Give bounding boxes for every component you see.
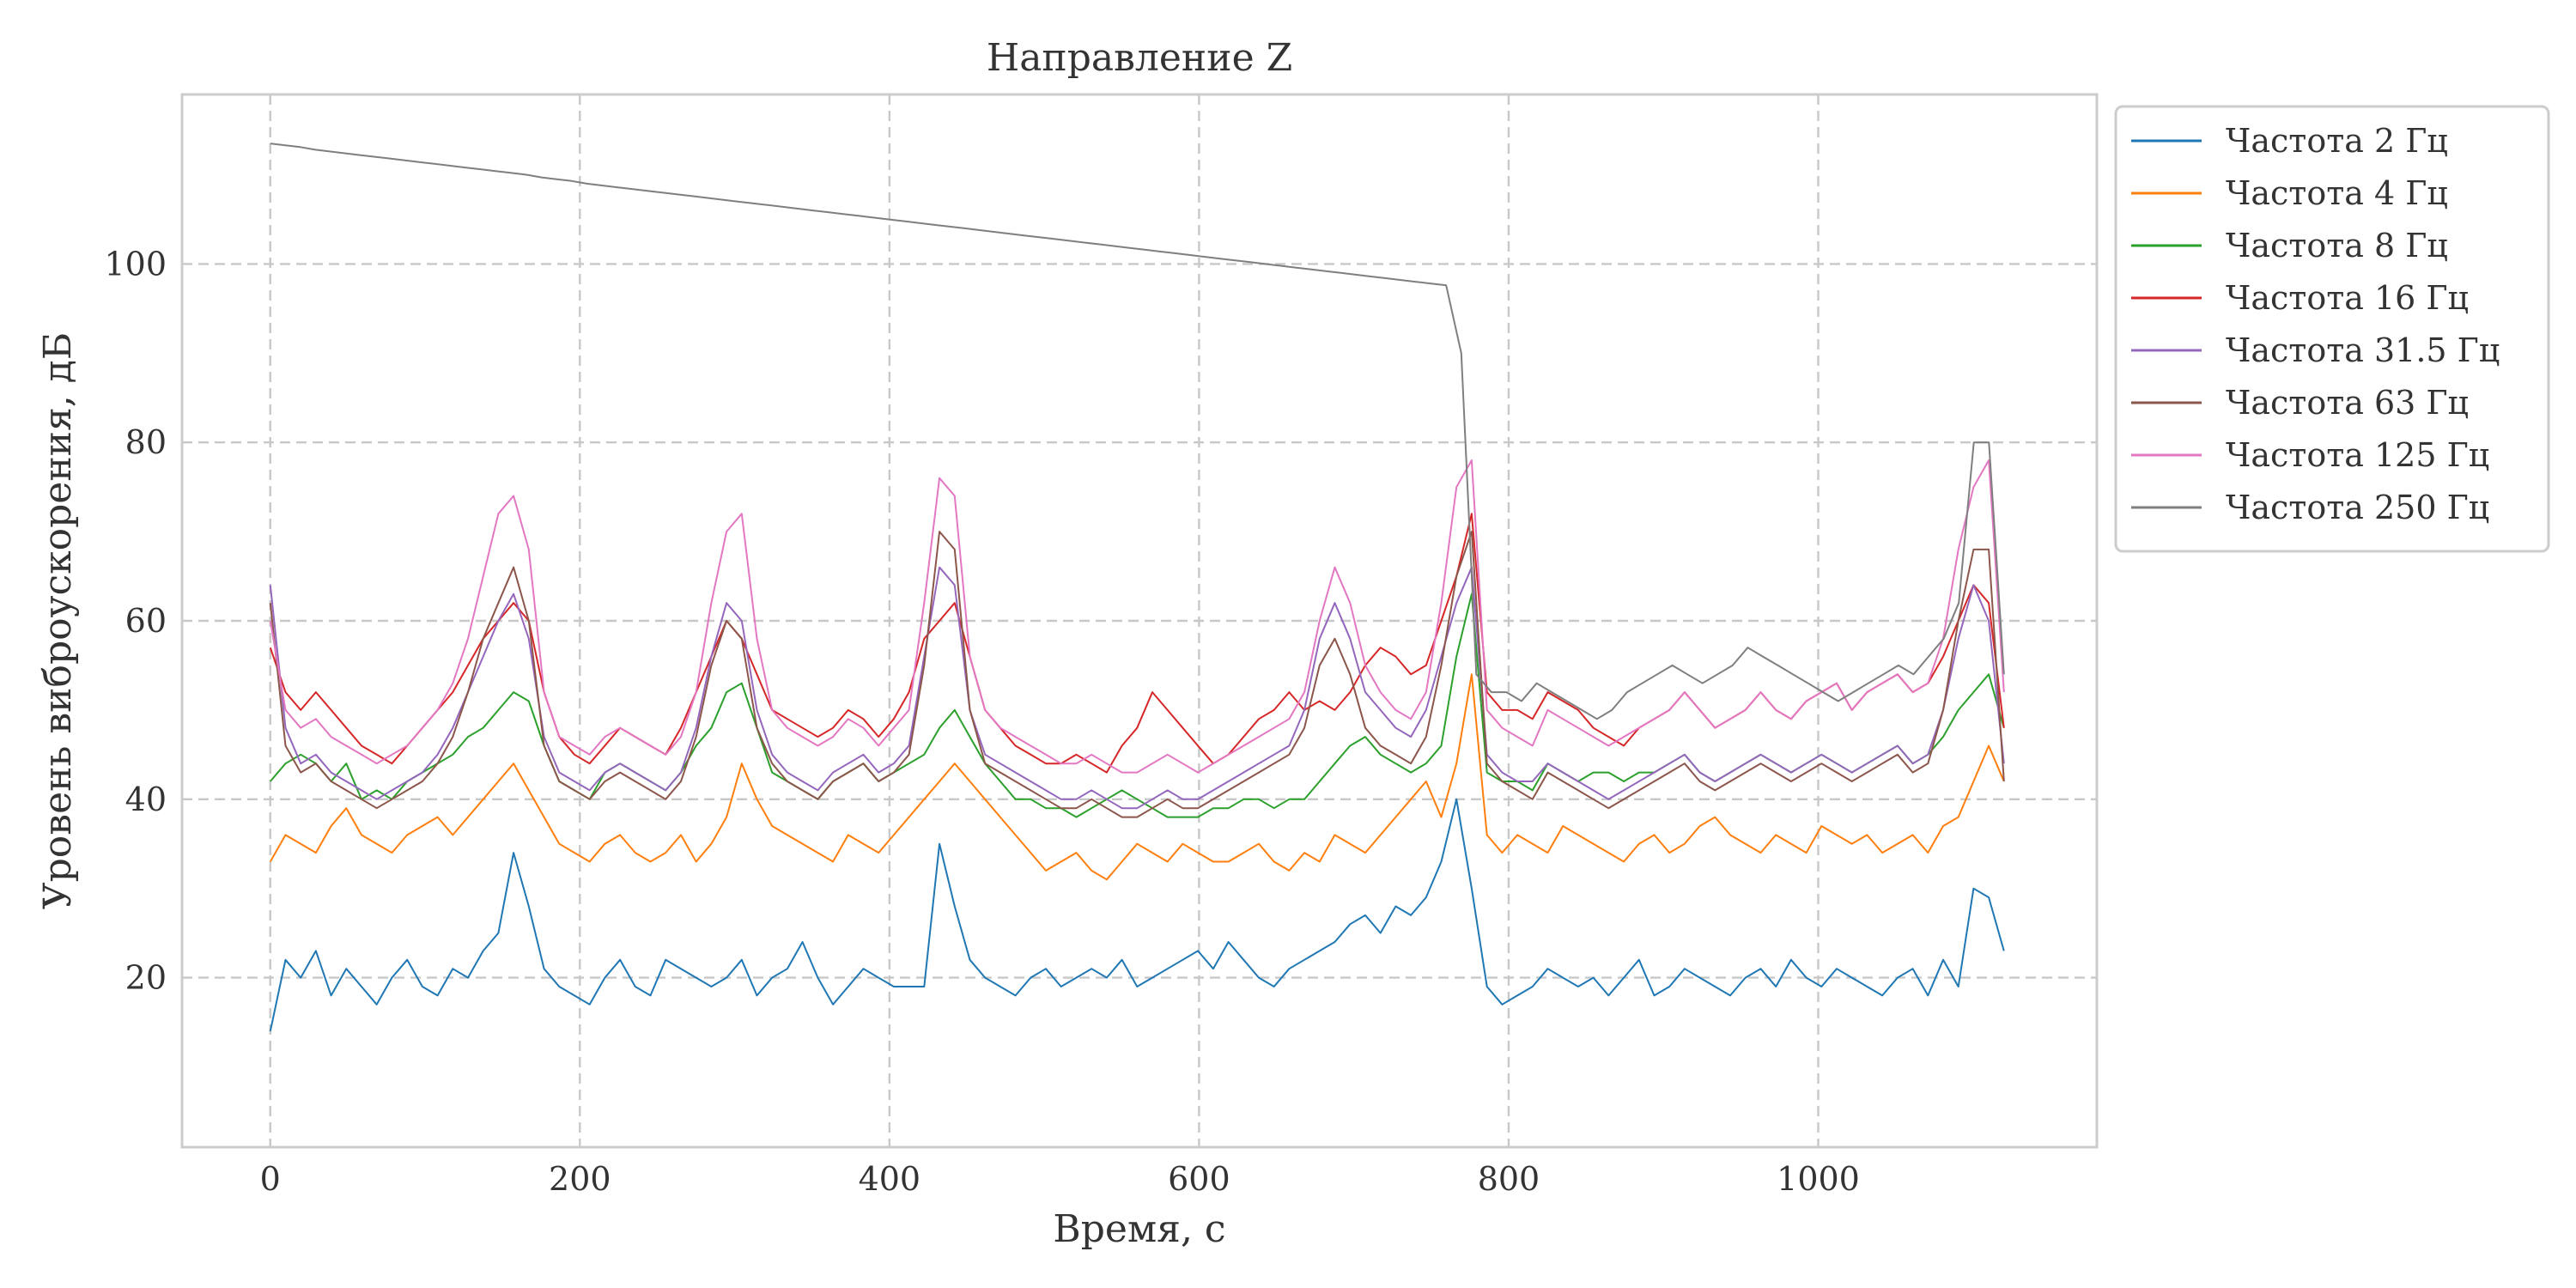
series-line-7	[270, 143, 2005, 720]
series-line-5	[269, 531, 2005, 818]
x-tick-label: 800	[1478, 1160, 1540, 1198]
y-tick-label: 80	[125, 423, 167, 461]
legend-label: Частота 16 Гц	[2226, 279, 2469, 317]
series-line-4	[269, 566, 2005, 810]
y-tick-label: 60	[125, 602, 167, 640]
y-tick-label: 100	[104, 245, 167, 283]
legend-label: Частота 125 Гц	[2226, 436, 2489, 474]
y-tick-label: 20	[125, 959, 167, 997]
x-tick-label: 0	[260, 1160, 281, 1198]
x-tick-label: 1000	[1777, 1160, 1860, 1198]
y-axis-ticks: 20 40 60 80 100	[104, 245, 167, 996]
plot-frame	[180, 93, 2099, 1149]
legend-label: Частота 63 Гц	[2226, 384, 2469, 422]
grid	[182, 94, 2097, 1147]
x-tick-label: 200	[549, 1160, 611, 1198]
series-lines	[269, 143, 2005, 1032]
y-tick-label: 40	[125, 781, 167, 818]
x-axis-label: Время, с	[1053, 1207, 1225, 1251]
legend-label: Частота 8 Гц	[2226, 227, 2448, 264]
legend-label: Частота 250 Гц	[2226, 489, 2489, 526]
chart-title: Направление Z	[987, 36, 1292, 80]
series-line-6	[269, 459, 2005, 774]
series-line-0	[269, 798, 2005, 1032]
legend-label: Частота 2 Гц	[2226, 122, 2448, 160]
legend-box	[2114, 105, 2550, 553]
x-tick-label: 400	[859, 1160, 921, 1198]
series-line-1	[269, 673, 2005, 881]
legend-label: Частота 4 Гц	[2226, 174, 2448, 212]
series-line-3	[269, 513, 2005, 774]
y-axis-label: Уровень виброускорения, дБ	[36, 332, 80, 909]
legend-label: Частота 31.5 Гц	[2226, 331, 2500, 369]
x-tick-label: 600	[1168, 1160, 1230, 1198]
x-axis-ticks: 0 200 400 600 800 1000	[260, 1160, 1860, 1198]
legend: Частота 2 Гц Частота 4 Гц Частота 8 Гц Част…	[2114, 105, 2550, 553]
